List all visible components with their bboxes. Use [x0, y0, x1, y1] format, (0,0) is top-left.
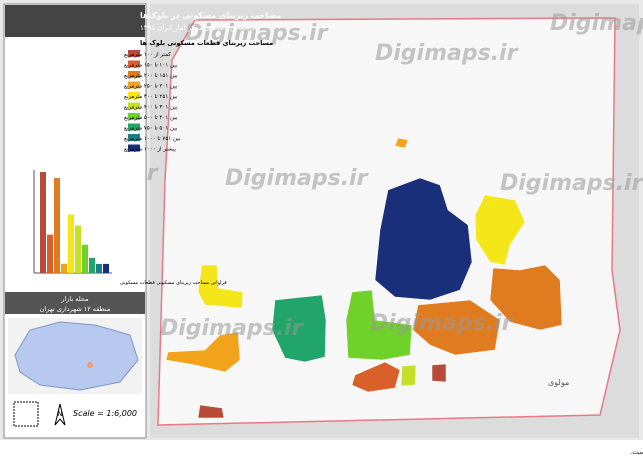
block	[197, 404, 225, 419]
block	[431, 363, 447, 383]
legend-label: بین ۷۵۱ تا ۱۰۰۰ مترمربع	[124, 136, 181, 142]
blocks	[165, 137, 563, 419]
block	[400, 364, 417, 387]
histogram-caption: فراوانی مساحت زیربنای مسکونی قطعات مسکون…	[120, 280, 227, 286]
watermark: Digimaps.ir	[160, 316, 304, 341]
legend-label: بیشتر از ۱۰۰۰ مترمربع	[124, 147, 177, 153]
legend-label: بین ۱۰۱ تا ۱۵۰ مترمربع	[124, 63, 178, 69]
watermark: Digimaps.ir	[370, 311, 514, 336]
histogram-bar	[89, 257, 95, 273]
legend-swatch	[128, 92, 140, 99]
legend-swatch	[128, 50, 140, 57]
north-label: N	[57, 410, 62, 418]
legend-swatch	[128, 123, 140, 131]
block	[271, 294, 327, 363]
legend-label: بین ۲۰۱ تا ۲۵۰ مترمربع	[124, 84, 178, 90]
legend-label: بین ۵۰۱ تا ۷۵۰ مترمربع	[124, 126, 178, 132]
block	[412, 299, 501, 356]
legend-label: بین ۴۰۱ تا ۵۰۰ مترمربع	[124, 115, 178, 121]
block	[489, 264, 563, 331]
street-label: مولوی	[548, 378, 569, 387]
legend-label: بین ۲۵۱ تا ۳۰۰ مترمربع	[124, 94, 178, 100]
watermark: Digimaps.ir	[225, 166, 369, 191]
title: مساحت زیربنای مسکونی در بلوک‌ها	[140, 11, 281, 20]
block	[351, 361, 401, 393]
histogram	[40, 172, 109, 273]
location-box	[5, 292, 145, 314]
legend-swatch	[128, 144, 140, 152]
block	[474, 194, 526, 266]
legend-label: کمتر از ۱۰۰ مترمربع	[124, 51, 171, 58]
watermark: Digimaps.ir	[375, 41, 519, 66]
legend-swatch	[128, 113, 140, 120]
footer: حقوق مالکیت معنوی این محصول متعلق به سای…	[630, 447, 643, 456]
histogram-bar	[47, 234, 53, 273]
legend-swatch	[128, 81, 140, 89]
inset-map	[14, 321, 139, 391]
subtitle: براساس داده‌های مرکز آمار ایران ۱۳۹۵	[140, 23, 255, 32]
district: منطقه ۱۲ شهرداری تهران	[40, 305, 111, 313]
histogram-bar	[96, 263, 102, 273]
block	[394, 137, 409, 149]
watermark: Digimaps.ir	[550, 11, 643, 36]
neighborhood: محله بازار	[60, 295, 88, 303]
legend: کمتر از ۱۰۰ مترمربع بین ۱۰۱ تا ۱۵۰ مترمرب…	[124, 50, 181, 153]
histogram-bar	[68, 214, 74, 273]
inset-marker	[87, 362, 93, 368]
legend-swatch	[128, 60, 140, 68]
histogram-bar	[103, 263, 109, 273]
title-box	[5, 5, 145, 37]
north-arrow	[54, 403, 66, 426]
histogram-bar	[75, 225, 81, 273]
legend-label: بین ۱۵۱ تا ۲۰۰ مترمربع	[124, 73, 178, 79]
legend-title: مساحت زیربنای قطعات مسکونی بلوک ها	[140, 39, 273, 47]
histogram-bar	[82, 244, 88, 273]
block	[165, 331, 241, 373]
watermark: Digimaps.ir	[185, 21, 329, 46]
legend-swatch	[128, 102, 140, 110]
block	[374, 177, 473, 301]
legend-label: بین ۳۰۱ تا ۴۰۰ مترمربع	[124, 105, 178, 111]
legend-swatch	[128, 71, 140, 78]
qr-code	[13, 401, 39, 427]
watermark: Digimaps.ir	[500, 171, 643, 196]
histogram-bar	[54, 178, 60, 273]
block	[345, 289, 413, 361]
legend-swatch	[128, 134, 140, 141]
footer-bar	[0, 440, 643, 461]
histogram-bar	[40, 172, 46, 273]
scale: Scale = 1:6,000	[73, 409, 137, 418]
histogram-bar	[61, 263, 67, 273]
block	[197, 264, 244, 309]
